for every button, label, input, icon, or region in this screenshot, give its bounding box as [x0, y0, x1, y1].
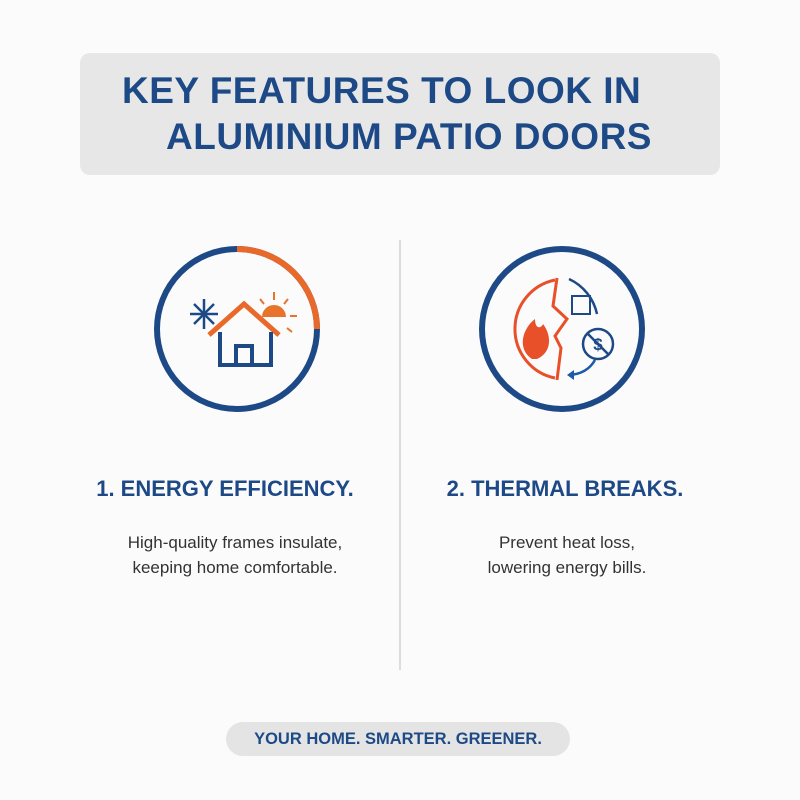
- feature-1-desc-line-2: keeping home comfortable.: [132, 558, 338, 577]
- feature-1-description: High-quality frames insulate, keeping ho…: [70, 530, 400, 580]
- feature-2-desc-line-2: lowering energy bills.: [487, 558, 647, 577]
- feature-2-heading: 2. THERMAL BREAKS.: [446, 476, 684, 501]
- footer-tagline: YOUR HOME. SMARTER. GREENER.: [226, 722, 570, 756]
- title-line-1: KEY FEATURES TO LOOK IN: [122, 70, 642, 111]
- feature-2-desc-line-1: Prevent heat loss,: [498, 533, 636, 552]
- house-sun-snowflake-icon: [154, 246, 320, 412]
- feature-2-description: Prevent heat loss, lowering energy bills…: [402, 530, 732, 580]
- thermal-break-fire-dollar-icon: $: [479, 246, 645, 412]
- feature-1-heading: 1. ENERGY EFFICIENCY.: [96, 476, 354, 501]
- title-banner: KEY FEATURES TO LOOK IN ALUMINIUM PATIO …: [80, 53, 720, 175]
- title-line-2: ALUMINIUM PATIO DOORS: [166, 116, 652, 157]
- feature-1-desc-line-1: High-quality frames insulate,: [127, 533, 343, 552]
- column-divider: [399, 240, 401, 670]
